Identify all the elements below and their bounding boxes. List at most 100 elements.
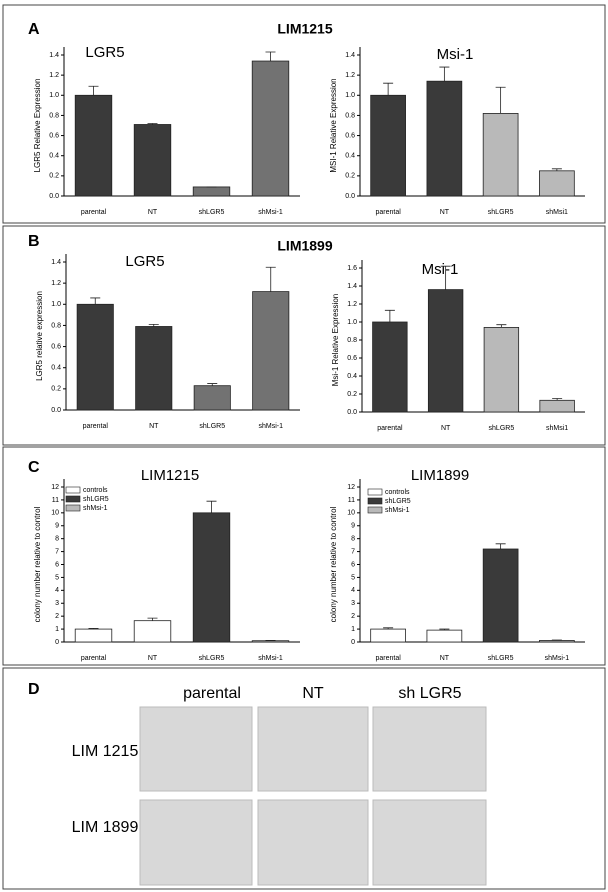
panel-label: B bbox=[28, 233, 40, 250]
legend-label: controls bbox=[83, 487, 108, 494]
legend-swatch bbox=[65, 504, 81, 512]
legend-label: shLGR5 bbox=[385, 498, 411, 505]
y-tick-label: 0.0 bbox=[51, 407, 61, 414]
y-tick-label: 0.4 bbox=[347, 373, 357, 380]
error-bar bbox=[439, 628, 450, 631]
error-bar bbox=[206, 500, 217, 513]
y-tick-label: 0.2 bbox=[347, 391, 357, 398]
y-tick-label: 0.6 bbox=[345, 132, 355, 139]
bar bbox=[192, 512, 231, 643]
y-tick-label: 0.2 bbox=[51, 386, 61, 393]
y-tick-label: 1.0 bbox=[345, 92, 355, 99]
error-bar bbox=[88, 628, 99, 630]
y-tick-label: 11 bbox=[52, 497, 59, 504]
error-bar bbox=[147, 617, 158, 621]
column-header: sh LGR5 bbox=[398, 685, 461, 702]
bar bbox=[251, 640, 290, 643]
y-tick-label: 0.0 bbox=[345, 193, 355, 200]
y-tick-label: 1.4 bbox=[49, 52, 59, 59]
y-tick-label: 1.0 bbox=[51, 301, 61, 308]
bar bbox=[74, 628, 113, 643]
y-tick-label: 1 bbox=[55, 626, 59, 633]
x-tick-label: shMsi-1 bbox=[545, 655, 570, 662]
bar bbox=[539, 170, 575, 197]
bar bbox=[76, 303, 114, 411]
bar bbox=[539, 640, 575, 643]
bar bbox=[251, 60, 290, 197]
legend-swatch bbox=[367, 497, 383, 505]
y-tick-label: 0.2 bbox=[49, 173, 59, 180]
y-tick-label: 1.4 bbox=[51, 259, 61, 266]
micrograph bbox=[139, 799, 253, 886]
x-tick-label: parental bbox=[377, 425, 403, 432]
legend-swatch bbox=[367, 506, 383, 514]
y-tick-label: 7 bbox=[351, 548, 355, 555]
error-bar bbox=[384, 309, 395, 322]
y-tick-label: 0 bbox=[351, 639, 355, 646]
bar bbox=[482, 113, 519, 197]
error-bar bbox=[383, 82, 394, 96]
chart-title: Msi-1 bbox=[422, 261, 459, 278]
x-tick-label: shMsi-1 bbox=[258, 209, 283, 216]
x-tick-label: NT bbox=[441, 425, 451, 432]
y-tick-label: 10 bbox=[51, 510, 59, 517]
y-tick-label: 4 bbox=[351, 587, 355, 594]
bar bbox=[74, 94, 113, 197]
y-axis-label: LGR5 Relative Expression bbox=[33, 79, 42, 173]
bar bbox=[370, 94, 406, 197]
bar bbox=[372, 321, 408, 413]
bar bbox=[426, 80, 463, 197]
legend-swatch bbox=[65, 495, 81, 503]
row-header: LIM 1899 bbox=[72, 819, 139, 836]
y-tick-label: 7 bbox=[55, 548, 59, 555]
error-bar bbox=[495, 543, 506, 549]
y-tick-label: 1.2 bbox=[347, 301, 357, 308]
bar bbox=[192, 186, 231, 197]
y-tick-label: 1 bbox=[351, 626, 355, 633]
x-tick-label: shMsi1 bbox=[546, 425, 568, 432]
error-bar bbox=[552, 398, 563, 401]
micrograph bbox=[257, 799, 369, 886]
y-tick-label: 1.2 bbox=[51, 280, 61, 287]
x-tick-label: NT bbox=[148, 655, 158, 662]
y-tick-label: 6 bbox=[351, 561, 355, 568]
y-tick-label: 2 bbox=[55, 613, 59, 620]
y-tick-label: 0.6 bbox=[347, 355, 357, 362]
y-tick-label: 1.2 bbox=[49, 72, 59, 79]
x-tick-label: shLGR5 bbox=[489, 425, 515, 432]
legend-swatch bbox=[65, 486, 81, 494]
error-bar bbox=[88, 85, 99, 96]
chart-title: LIM1215 bbox=[141, 467, 199, 484]
bar bbox=[133, 124, 172, 197]
x-tick-label: NT bbox=[440, 655, 450, 662]
y-tick-label: 5 bbox=[351, 574, 355, 581]
legend-label: shMsi-1 bbox=[83, 505, 108, 512]
x-tick-label: shLGR5 bbox=[199, 423, 225, 430]
bar bbox=[483, 326, 520, 413]
y-tick-label: 6 bbox=[55, 561, 59, 568]
chart-title: LGR5 bbox=[85, 44, 124, 61]
panel-frame bbox=[2, 446, 606, 666]
y-tick-label: 9 bbox=[351, 523, 355, 530]
panel-frame bbox=[2, 225, 606, 446]
y-tick-label: 5 bbox=[55, 574, 59, 581]
bar bbox=[482, 548, 519, 643]
bar bbox=[539, 399, 575, 413]
error-bar bbox=[551, 168, 562, 171]
chart-title: LGR5 bbox=[125, 253, 164, 270]
y-tick-label: 1.0 bbox=[347, 319, 357, 326]
x-tick-label: parental bbox=[375, 209, 401, 216]
panel-frame bbox=[2, 667, 606, 890]
error-bar bbox=[383, 627, 394, 630]
y-tick-label: 0 bbox=[55, 639, 59, 646]
y-tick-label: 1.2 bbox=[345, 72, 355, 79]
y-tick-label: 3 bbox=[55, 600, 59, 607]
y-tick-label: 1.6 bbox=[347, 265, 357, 272]
error-bar bbox=[90, 297, 101, 305]
bar bbox=[370, 628, 406, 643]
panel-label: D bbox=[28, 681, 40, 698]
y-tick-label: 1.4 bbox=[345, 52, 355, 59]
y-tick-label: 0.6 bbox=[51, 343, 61, 350]
y-tick-label: 0.0 bbox=[49, 193, 59, 200]
